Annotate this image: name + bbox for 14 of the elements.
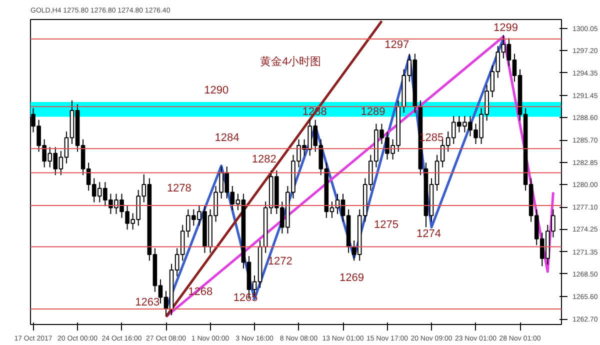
annotation: 1289 bbox=[360, 106, 386, 118]
annotation: 1297 bbox=[384, 38, 410, 51]
annotation: 1290 bbox=[204, 84, 229, 97]
annotation: 1275 bbox=[374, 218, 399, 231]
annotation: 1299 bbox=[494, 22, 518, 34]
annotation: 1282 bbox=[252, 153, 276, 166]
annotation: 1269 bbox=[340, 272, 364, 284]
annotation: 1284 bbox=[214, 132, 240, 144]
annotation: 黄金4小时图 bbox=[260, 55, 322, 68]
annotation: 1265 bbox=[233, 292, 258, 304]
annotation: 1272 bbox=[268, 255, 292, 268]
annotation: 1263 bbox=[135, 296, 160, 309]
annotation: 1278 bbox=[166, 182, 192, 194]
annotation: 1274 bbox=[416, 228, 441, 240]
